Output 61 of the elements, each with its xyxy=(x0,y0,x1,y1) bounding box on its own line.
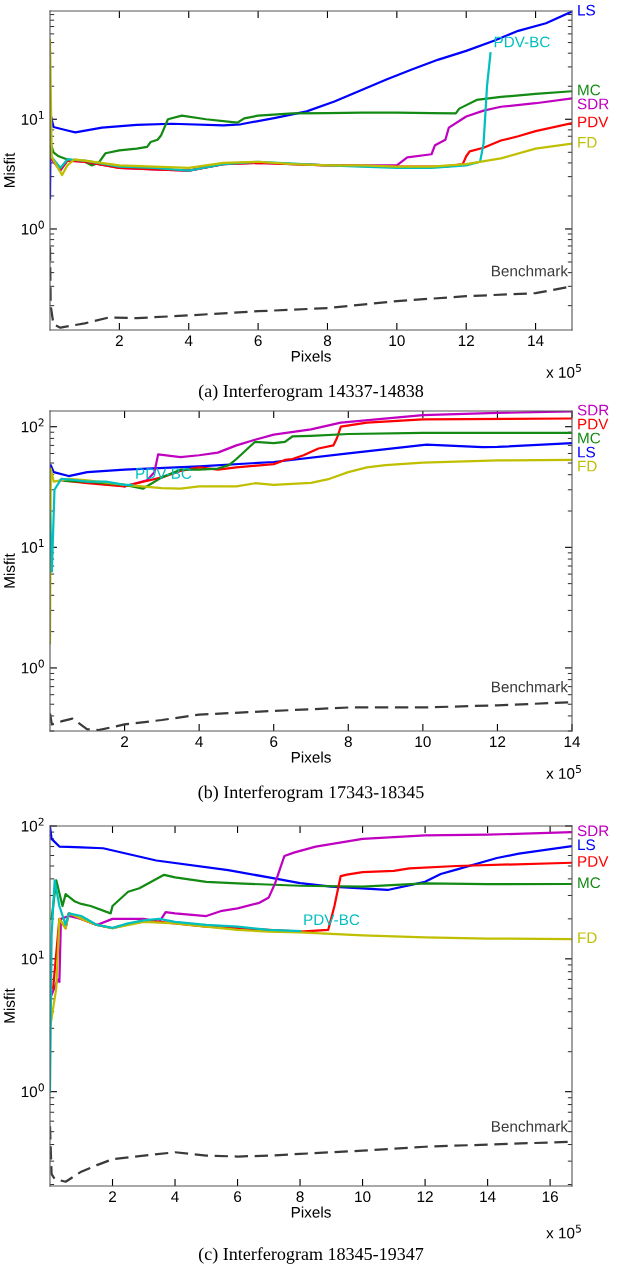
series-label: LS xyxy=(578,839,595,851)
x-tick-label: 12 xyxy=(417,1191,433,1202)
x-axis-title: Pixels xyxy=(291,751,331,763)
series-label: SDR xyxy=(577,825,609,837)
series-label: LS xyxy=(578,4,595,16)
x-tick-label: 14 xyxy=(480,1191,496,1202)
y-axis-title: Misfit xyxy=(3,988,15,1023)
y-tick-label: 10$^{2}$ xyxy=(21,418,44,433)
text: x 10$^{5}$ xyxy=(546,364,581,378)
series-label: PDV xyxy=(578,856,609,867)
x-tick-label: 16 xyxy=(542,1191,558,1203)
x-tick-label: 4 xyxy=(171,1191,179,1202)
y-axis-title: Misfit xyxy=(3,553,15,588)
x-tick-label: 14 xyxy=(564,736,581,747)
series-label: LS xyxy=(578,446,595,458)
x-tick-label: 4 xyxy=(195,736,203,747)
series-label: PDV-BC xyxy=(494,36,550,48)
series-label: PDV xyxy=(578,418,609,430)
x-tick-label: 10 xyxy=(355,1191,371,1203)
text: x 10$^{5}$ xyxy=(546,1224,581,1239)
x-tick-label: 4 xyxy=(184,335,193,346)
x-tick-label: 2 xyxy=(109,1191,116,1202)
y-tick-label: 10$^{1}$ xyxy=(21,539,44,553)
y-tick-label: 10$^{0}$ xyxy=(21,659,44,674)
x-tick-label: 10 xyxy=(415,736,431,748)
y-tick-label: 10$^{0}$ xyxy=(21,1083,44,1098)
y-tick-label: 10$^{2}$ xyxy=(21,817,44,832)
x-tick-label: 6 xyxy=(234,1191,242,1203)
x-tick-label: 12 xyxy=(490,736,506,747)
y-tick-label: 10$^{1}$ xyxy=(21,950,44,965)
text: (b) Interferogram 17343-18345 xyxy=(198,785,424,803)
series-label: FD xyxy=(578,932,597,943)
series-label: Benchmark xyxy=(491,1120,569,1132)
text: x 10$^{5}$ xyxy=(546,765,581,779)
x-axis-title: Pixels xyxy=(291,1206,331,1218)
series-label: FD xyxy=(578,460,597,472)
x-tick-label: 6 xyxy=(270,736,278,748)
series-label: MC xyxy=(578,432,601,444)
x-tick-label: 8 xyxy=(344,736,352,748)
x-axis-title: Pixels xyxy=(291,350,331,362)
x-tick-label: 8 xyxy=(296,1191,304,1203)
y-tick-label: 10$^{1}$ xyxy=(21,111,44,125)
series-label: Benchmark xyxy=(491,265,569,277)
series-label: SDR xyxy=(577,404,609,416)
x-tick-label: 2 xyxy=(115,335,123,346)
y-axis-title: Misfit xyxy=(3,152,15,188)
series-label: SDR xyxy=(577,98,609,110)
series-label: FD xyxy=(578,137,597,148)
x-tick-label: 14 xyxy=(528,335,544,346)
x-tick-label: 8 xyxy=(323,335,332,347)
text: (a) Interferogram 14337-14838 xyxy=(198,384,424,401)
series-label: Benchmark xyxy=(491,681,569,693)
x-tick-label: 2 xyxy=(121,736,129,747)
y-tick-label: 10$^{0}$ xyxy=(21,220,44,235)
x-tick-label: 6 xyxy=(254,335,262,347)
x-tick-label: 12 xyxy=(458,335,474,346)
series-label: MC xyxy=(578,877,601,889)
text: (c) Interferogram 18345-19347 xyxy=(198,1247,424,1264)
x-tick-label: 10 xyxy=(389,335,405,347)
series-label: MC xyxy=(578,84,601,96)
series-label: PDV xyxy=(578,116,609,128)
